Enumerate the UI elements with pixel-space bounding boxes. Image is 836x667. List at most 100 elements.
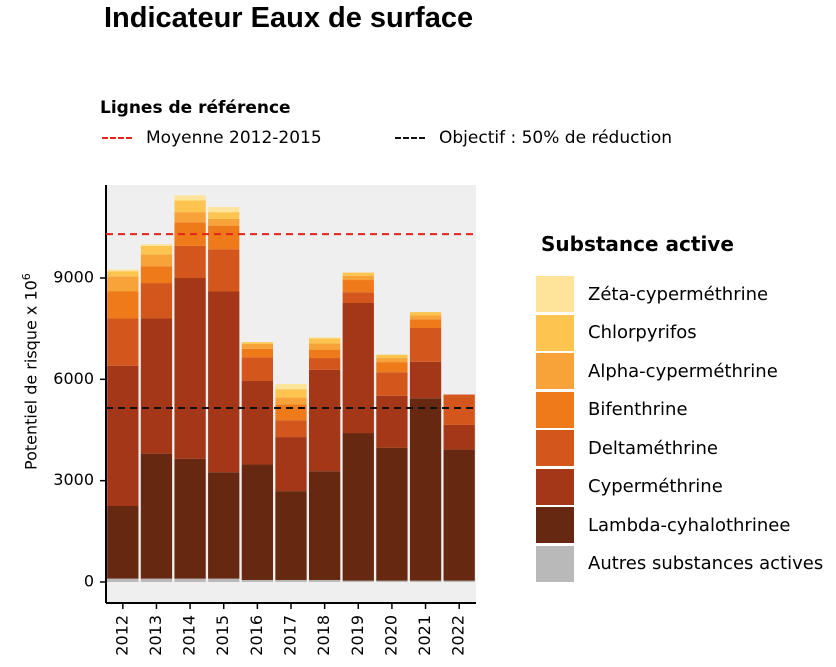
legend-label: Bifenthrine bbox=[588, 399, 688, 420]
bar-segment-2020-bifenthrine bbox=[376, 362, 408, 373]
legend-swatch bbox=[536, 276, 574, 312]
reference-lines-title: Lignes de référence bbox=[100, 98, 291, 118]
bar-segment-2012-autres-substances-actives bbox=[107, 578, 139, 582]
bar-segment-2012-chlorpyrifos bbox=[107, 271, 139, 277]
legend-swatch bbox=[536, 430, 574, 466]
bar-segment-2017-lambda-cyhalothrinee bbox=[275, 491, 307, 580]
bar-segment-2018-alpha-cyperm-thrine bbox=[308, 343, 341, 350]
bar-segment-2014-chlorpyrifos bbox=[174, 200, 206, 213]
bar-segment-2012-bifenthrine bbox=[107, 291, 139, 319]
bar-segment-2019-deltam-thrine bbox=[342, 292, 374, 303]
legend-item: Zéta-cyperméthrine bbox=[536, 275, 768, 313]
x-tick-label-2014: 2014 bbox=[180, 615, 199, 656]
bar-segment-2019-chlorpyrifos bbox=[342, 272, 374, 276]
bar-segment-2014-cyperm-thrine bbox=[174, 278, 206, 459]
legend-item: Autres substances actives bbox=[536, 545, 823, 583]
bar-segment-2020-chlorpyrifos bbox=[376, 354, 408, 359]
reference-line-target-label: Objectif : 50% de réduction bbox=[439, 128, 673, 148]
bar-segment-2020-cyperm-thrine bbox=[376, 395, 408, 448]
bar-segment-2014-autres-substances-actives bbox=[174, 578, 206, 582]
bar-segment-2021-cyperm-thrine bbox=[409, 361, 442, 399]
bar-segment-2020-autres-substances-actives bbox=[376, 580, 408, 582]
bar-segment-2019-autres-substances-actives bbox=[342, 580, 374, 582]
bar-segment-2017-autres-substances-actives bbox=[275, 579, 307, 582]
bar-segment-2017-cyperm-thrine bbox=[275, 437, 307, 492]
bar-segment-2018-autres-substances-actives bbox=[308, 579, 341, 582]
legend-label: Chlorpyrifos bbox=[588, 322, 697, 343]
y-tick-label-0: 0 bbox=[84, 572, 94, 591]
bar-segment-2016-cyperm-thrine bbox=[241, 381, 274, 465]
x-tick-label-2019: 2019 bbox=[348, 615, 367, 656]
legend-item: Cyperméthrine bbox=[536, 468, 723, 506]
bar-segment-2013-chlorpyrifos bbox=[140, 245, 173, 255]
legend-item: Bifenthrine bbox=[536, 391, 688, 429]
bar-segment-2013-bifenthrine bbox=[140, 266, 173, 284]
bar-segment-2020-deltam-thrine bbox=[376, 372, 408, 396]
bar-segment-2013-cyperm-thrine bbox=[140, 318, 173, 454]
legend-swatch bbox=[536, 391, 574, 428]
bar-segment-2019-bifenthrine bbox=[342, 280, 374, 293]
legend-label: Zéta-cyperméthrine bbox=[588, 283, 769, 305]
x-tick-label-2012: 2012 bbox=[112, 615, 131, 656]
bar-segment-2019-lambda-cyhalothrinee bbox=[342, 433, 374, 581]
bar-segment-2021-deltam-thrine bbox=[409, 327, 442, 362]
bar-segment-2022-lambda-cyhalothrinee bbox=[443, 449, 475, 581]
bar-segment-2015-cyperm-thrine bbox=[208, 291, 240, 473]
x-tick-label-2017: 2017 bbox=[281, 615, 300, 656]
legend-item: Chlorpyrifos bbox=[536, 314, 697, 352]
bar-segment-2018-bifenthrine bbox=[308, 349, 341, 359]
bar-segment-2021-alpha-cyperm-thrine bbox=[409, 315, 442, 320]
bar-segment-2012-deltam-thrine bbox=[107, 318, 139, 366]
bar-segment-2017-bifenthrine bbox=[275, 404, 307, 421]
bar-segment-2015-deltam-thrine bbox=[208, 249, 240, 292]
legend-swatch bbox=[536, 545, 574, 582]
x-tick-label-2020: 2020 bbox=[381, 615, 400, 656]
bar-segment-2013-lambda-cyhalothrinee bbox=[140, 453, 173, 579]
legend-swatch bbox=[536, 314, 574, 351]
legend-swatch bbox=[536, 468, 574, 505]
bar-segment-2021-autres-substances-actives bbox=[409, 580, 442, 582]
bar-segment-2019-alpha-cyperm-thrine bbox=[342, 275, 374, 281]
x-tick-label-2018: 2018 bbox=[314, 615, 333, 656]
bar-segment-2018-chlorpyrifos bbox=[308, 338, 341, 344]
bar-segment-2013-z-ta-cyperm-thrine bbox=[140, 244, 173, 246]
legend-swatch bbox=[536, 353, 574, 389]
bar-segment-2012-cyperm-thrine bbox=[107, 365, 139, 506]
bar-segment-2014-z-ta-cyperm-thrine bbox=[174, 195, 206, 201]
bar-segment-2012-z-ta-cyperm-thrine bbox=[107, 269, 139, 272]
bar-segment-2013-deltam-thrine bbox=[140, 283, 173, 319]
dashed-black-line-icon bbox=[395, 137, 425, 139]
legend-label: Autres substances actives bbox=[588, 553, 824, 574]
legend-label: Cyperméthrine bbox=[588, 476, 723, 497]
bar-segment-2014-deltam-thrine bbox=[174, 245, 206, 278]
bar-segment-2022-cyperm-thrine bbox=[443, 424, 475, 450]
bar-segment-2016-autres-substances-actives bbox=[241, 579, 274, 582]
bar-segment-2022-autres-substances-actives bbox=[443, 580, 475, 582]
bar-segment-2017-chlorpyrifos bbox=[275, 389, 307, 398]
x-tick-label-2015: 2015 bbox=[213, 615, 232, 656]
bar-segment-2018-cyperm-thrine bbox=[308, 369, 341, 472]
x-tick-label-2016: 2016 bbox=[247, 615, 266, 656]
bar-segment-2015-chlorpyrifos bbox=[208, 212, 240, 219]
legend-label: Deltaméthrine bbox=[588, 437, 718, 459]
bar-segment-2015-bifenthrine bbox=[208, 225, 240, 250]
bar-segment-2015-autres-substances-actives bbox=[208, 578, 240, 582]
bar-segment-2013-alpha-cyperm-thrine bbox=[140, 254, 173, 267]
bar-segment-2016-deltam-thrine bbox=[241, 357, 274, 382]
y-tick-label-6000: 6000 bbox=[53, 369, 94, 388]
reference-line-target: Objectif : 50% de réduction bbox=[395, 128, 672, 148]
reference-line-mean-label: Moyenne 2012-2015 bbox=[146, 128, 322, 148]
x-tick-label-2021: 2021 bbox=[415, 615, 434, 656]
bar-segment-2018-lambda-cyhalothrinee bbox=[308, 471, 341, 580]
bar-segment-2012-alpha-cyperm-thrine bbox=[107, 276, 139, 292]
bar-segment-2017-deltam-thrine bbox=[275, 420, 307, 438]
bar-segment-2021-chlorpyrifos bbox=[409, 312, 442, 316]
bar-segment-2020-lambda-cyhalothrinee bbox=[376, 447, 408, 581]
bar-segment-2013-autres-substances-actives bbox=[140, 578, 173, 582]
bar-segment-2017-alpha-cyperm-thrine bbox=[275, 397, 307, 405]
y-tick-label-3000: 3000 bbox=[53, 470, 94, 489]
bar-segment-2016-bifenthrine bbox=[241, 348, 274, 358]
bar-segment-2015-lambda-cyhalothrinee bbox=[208, 472, 240, 579]
legend-title: Substance active bbox=[541, 232, 734, 256]
